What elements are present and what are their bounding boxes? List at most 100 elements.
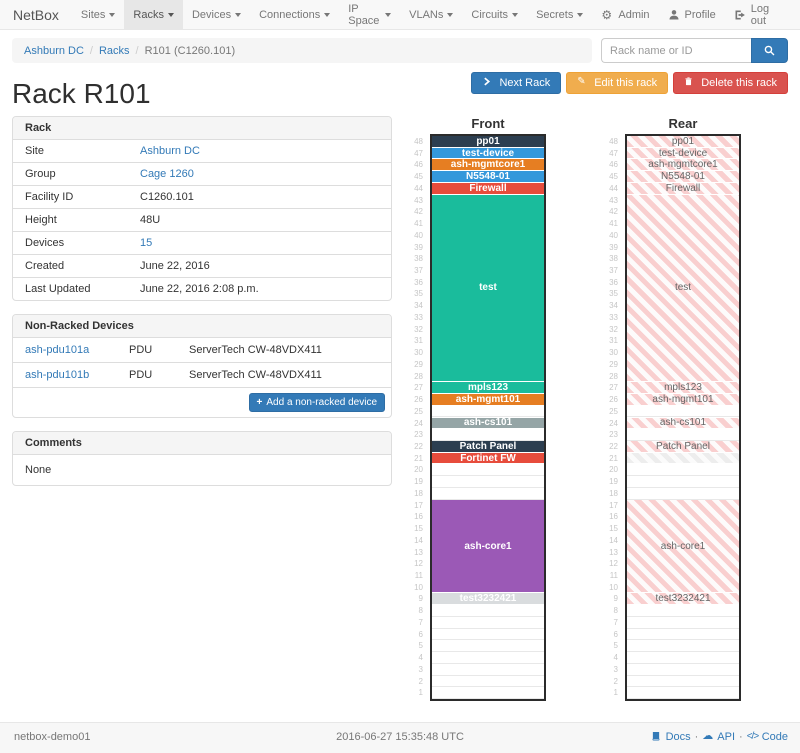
unit-number: 11 bbox=[414, 570, 423, 580]
rack-device-test3232421[interactable]: test3232421 bbox=[432, 593, 544, 606]
edit-this-rack-button[interactable]: ✎ Edit this rack bbox=[566, 72, 669, 94]
rack-device-ash-mgmt101[interactable]: ash-mgmt101 bbox=[432, 394, 544, 406]
rack-device-test[interactable]: test bbox=[627, 194, 739, 383]
unit-number: 42 bbox=[609, 207, 618, 217]
caret-down-icon bbox=[577, 12, 584, 17]
nav-item-circuits[interactable]: Circuits bbox=[462, 0, 527, 29]
device-name-link[interactable]: ash-pdu101b bbox=[25, 369, 90, 381]
unit-number: 37 bbox=[414, 266, 423, 276]
chevron-right-icon bbox=[482, 77, 494, 89]
unit-number: 36 bbox=[609, 277, 618, 287]
rack-device-ash-cs101[interactable]: ash-cs101 bbox=[432, 417, 544, 430]
unit-number: 4 bbox=[418, 653, 423, 663]
rack-attr-row: Last Updated June 22, 2016 2:08 p.m. bbox=[13, 278, 391, 300]
unit-number: 12 bbox=[414, 559, 423, 569]
unit-number: 21 bbox=[609, 453, 618, 463]
rack-device-ash-mgmtcore1[interactable]: ash-mgmtcore1 bbox=[432, 159, 544, 172]
rack-unit-slot bbox=[432, 476, 544, 488]
rack-device-ash-mgmtcore1[interactable]: ash-mgmtcore1 bbox=[627, 159, 739, 172]
unit-number: 44 bbox=[609, 183, 618, 193]
device-name-link[interactable]: ash-pdu101a bbox=[25, 344, 90, 356]
rack-device-n5548-01[interactable]: N5548-01 bbox=[627, 171, 739, 183]
footer-link-docs[interactable]: Docs bbox=[651, 731, 691, 743]
unit-number: 43 bbox=[609, 195, 618, 205]
nav-item-racks[interactable]: Racks bbox=[124, 0, 183, 29]
unit-number: 10 bbox=[414, 582, 423, 592]
unit-number: 17 bbox=[414, 500, 423, 510]
unit-number: 15 bbox=[609, 524, 618, 534]
rack-unit-slot bbox=[627, 687, 739, 699]
rack-attr-row: Group Cage 1260 bbox=[13, 163, 391, 186]
rack-device-test-device[interactable]: test-device bbox=[432, 147, 544, 160]
navbar: NetBox Sites Racks Devices Connections IP Sp… bbox=[0, 0, 800, 30]
nav-menu: Sites Racks Devices Connections IP Space VLAN… bbox=[72, 0, 592, 29]
unit-number: 40 bbox=[609, 230, 618, 240]
next-rack-button[interactable]: Next Rack bbox=[471, 72, 562, 94]
rack-device-patch-panel[interactable]: Patch Panel bbox=[627, 440, 739, 453]
nav-item-label: Profile bbox=[684, 8, 716, 21]
rack-device-test[interactable]: test bbox=[432, 194, 544, 383]
breadcrumb-item[interactable]: Ashburn DC bbox=[24, 44, 84, 57]
rack-device-ash-mgmt101[interactable]: ash-mgmt101 bbox=[627, 394, 739, 406]
unit-number: 38 bbox=[609, 254, 618, 264]
rack-device-n5548-01[interactable]: N5548-01 bbox=[432, 171, 544, 183]
nav-item-ip-space[interactable]: IP Space bbox=[339, 0, 400, 29]
footer-link-label: API bbox=[717, 731, 736, 743]
rack-device-pp01[interactable]: pp01 bbox=[627, 136, 739, 148]
breadcrumb-separator: / bbox=[135, 44, 139, 57]
search-input[interactable] bbox=[601, 38, 751, 63]
rack-unit-slot bbox=[627, 429, 739, 441]
footer-link-api[interactable]: ☁ API bbox=[702, 730, 736, 744]
breadcrumb-item[interactable]: Racks bbox=[98, 44, 130, 57]
unit-number: 32 bbox=[414, 324, 423, 334]
rack-unit-slot bbox=[627, 488, 739, 500]
search-button[interactable] bbox=[751, 38, 788, 63]
unit-number: 27 bbox=[609, 383, 618, 393]
nav-item-sites[interactable]: Sites bbox=[72, 0, 124, 29]
unit-number: 45 bbox=[414, 172, 423, 182]
nav-item-log-out[interactable]: Log out bbox=[725, 0, 792, 29]
footer-hostname: netbox-demo01 bbox=[14, 731, 91, 743]
rack-device-firewall[interactable]: Firewall bbox=[432, 182, 544, 195]
rack-unit-slot bbox=[627, 476, 739, 488]
rack-device-mpls123[interactable]: mpls123 bbox=[627, 382, 739, 395]
footer-link-code[interactable]: </> Code bbox=[747, 731, 788, 743]
unit-number: 28 bbox=[414, 371, 423, 381]
add-non-racked-device-button[interactable]: + Add a non-racked device bbox=[248, 393, 385, 412]
unit-number: 21 bbox=[414, 453, 423, 463]
attr-value-link[interactable]: Cage 1260 bbox=[140, 168, 194, 180]
unit-number: 7 bbox=[613, 617, 618, 627]
rack-attr-row: Devices 15 bbox=[13, 232, 391, 255]
rack-device-ash-cs101[interactable]: ash-cs101 bbox=[627, 417, 739, 430]
unit-number: 34 bbox=[414, 301, 423, 311]
rack-device-unlabeled[interactable] bbox=[627, 452, 739, 465]
nav-item-vlans[interactable]: VLANs bbox=[400, 0, 462, 29]
nav-item-secrets[interactable]: Secrets bbox=[527, 0, 592, 29]
rack-device-firewall[interactable]: Firewall bbox=[627, 182, 739, 195]
rack-device-ash-core1[interactable]: ash-core1 bbox=[627, 499, 739, 594]
rack-device-test-device[interactable]: test-device bbox=[627, 147, 739, 160]
unit-number: 8 bbox=[613, 606, 618, 616]
rack-device-ash-core1[interactable]: ash-core1 bbox=[432, 499, 544, 594]
nav-item-profile[interactable]: Profile bbox=[659, 0, 725, 29]
delete-this-rack-button[interactable]: Delete this rack bbox=[673, 72, 788, 94]
rack-device-pp01[interactable]: pp01 bbox=[432, 136, 544, 148]
attr-value-link[interactable]: 15 bbox=[140, 237, 153, 249]
brand-netbox[interactable]: NetBox bbox=[13, 6, 59, 23]
rack-device-mpls123[interactable]: mpls123 bbox=[432, 382, 544, 395]
unit-number: 1 bbox=[613, 688, 618, 698]
unit-number: 14 bbox=[609, 535, 618, 545]
footer-link-separator: · bbox=[739, 731, 743, 743]
nav-item-devices[interactable]: Devices bbox=[183, 0, 250, 29]
rack-attr-row: Created June 22, 2016 bbox=[13, 255, 391, 278]
rack-unit-slot bbox=[627, 406, 739, 418]
nav-item-admin[interactable]: ⚙ Admin bbox=[592, 0, 658, 29]
cloud-icon: ☁ bbox=[702, 730, 714, 742]
footer-link-label: Docs bbox=[665, 731, 691, 743]
nav-item-connections[interactable]: Connections bbox=[250, 0, 339, 29]
device-type: ServerTech CW-48VDX411 bbox=[189, 344, 322, 356]
attr-value-link[interactable]: Ashburn DC bbox=[140, 145, 200, 157]
rack-device-fortinet-fw[interactable]: Fortinet FW bbox=[432, 452, 544, 465]
rack-device-patch-panel[interactable]: Patch Panel bbox=[432, 440, 544, 453]
rack-device-test3232421[interactable]: test3232421 bbox=[627, 593, 739, 606]
